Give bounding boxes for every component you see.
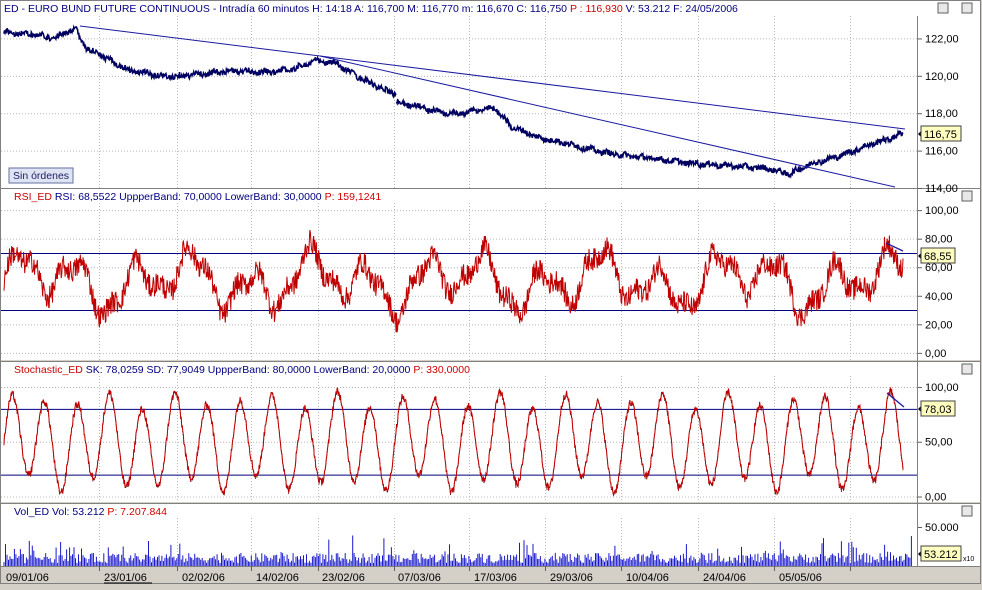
rsi-panel-bg (1, 203, 917, 360)
date-axis-bg (1, 567, 917, 584)
rsi-header-extra: P: 159,1241 (325, 191, 382, 203)
stochastic-panel-bg (1, 376, 917, 502)
orders-badge[interactable]: Sin órdenes (8, 167, 74, 184)
price-header-name: EURO BUND FUTURE CONTINUOUS (28, 3, 210, 15)
date-axis-label: 23/02/06 (322, 572, 365, 584)
price-panel-controls (937, 2, 973, 14)
rsi-trend-mark (885, 242, 904, 252)
price-header-voldate: V: 53.212 F: 24/05/2006 (626, 3, 738, 15)
rsi-series-line (3, 229, 904, 333)
rsi-header: RSI_ED RSI: 68,5522 UppperBand: 70,0000 … (14, 191, 381, 203)
price-last-value: 116,75 (918, 125, 962, 142)
volume-header-stats: Vol: 53.212 (52, 506, 105, 518)
price-header: ED - EURO BUND FUTURE CONTINUOUS - Intra… (4, 3, 738, 15)
rsi-last-value-box (920, 247, 956, 264)
volume-header-bg (1, 504, 980, 518)
price-header-stats: H: 14:18 A: 116,700 M: 116,770 m: 116,67… (312, 3, 567, 15)
rsi-series-group (1, 229, 917, 333)
volume-header-extra: P: 7.207.844 (107, 506, 167, 518)
sto-series-group (1, 386, 917, 497)
price-panel-close-button[interactable] (961, 2, 973, 14)
price-axis-label: 120,00 (925, 71, 959, 83)
line-layer (1, 24, 917, 566)
stochastic-header-name: Stochastic_ED (14, 364, 83, 376)
sto-series-line (3, 386, 904, 496)
stochastic-last-value-label: 78,03 (924, 404, 952, 416)
rsi-axis-label: 40,00 (925, 291, 953, 303)
rsi-axis-label: 20,00 (925, 319, 953, 331)
stochastic-axis-label: 0,00 (925, 492, 946, 504)
rsi-axis-bg (918, 203, 980, 360)
volume-series-group (3, 535, 912, 566)
volume-header-name: Vol_ED (14, 506, 49, 518)
price-axis-label: 122,00 (925, 33, 959, 45)
rsi-axis-label: 80,00 (925, 234, 953, 246)
date-axis-label: 02/02/06 (182, 572, 225, 584)
stochastic-trend-mark (886, 392, 905, 408)
rsi-axis-label: 100,00 (925, 205, 959, 217)
stochastic-header-stats: SK: 78,0259 SD: 77,9049 UppperBand: 80,0… (86, 364, 411, 376)
stochastic-header: Stochastic_ED SK: 78,0259 SD: 77,9049 Up… (14, 364, 470, 376)
price-series-group (3, 24, 906, 188)
price-last-value-label: 116,75 (924, 129, 957, 141)
rsi-last-value: 68,55 (918, 247, 956, 264)
volume-header: Vol_ED Vol: 53.212 P: 7.207.844 (14, 506, 167, 518)
volume-last-value-label: 53.212 (924, 549, 958, 561)
price-last-value-box (920, 125, 962, 142)
date-axis-label: 29/03/06 (550, 572, 593, 584)
date-axis-label: 09/01/06 (6, 572, 49, 584)
stochastic-panel-close-button[interactable] (961, 363, 973, 375)
date-axis-label: 14/02/06 (256, 572, 299, 584)
volume-panel-close-button[interactable] (961, 505, 973, 517)
rsi-axis-label: 60,00 (925, 262, 953, 274)
rsi-axis-label: 0,00 (925, 348, 946, 360)
date-axis-label: 24/04/06 (703, 572, 746, 584)
price-axis-label: 118,00 (925, 108, 958, 120)
volume-axis-label: 50.000 (925, 522, 959, 534)
price-header-bg (1, 1, 980, 16)
trendline-2 (319, 55, 896, 188)
price-header-interval: Intradía 60 minutos (219, 3, 309, 15)
rsi-header-bg (1, 189, 980, 203)
rsi-panel-close-button[interactable] (961, 190, 973, 202)
price-axis-label: 114,00 (925, 183, 958, 195)
price-axis-bg (918, 16, 980, 188)
grid-layer (1, 16, 917, 566)
volume-multiplier: x10 (963, 556, 974, 563)
stochastic-last-value: 78,03 (918, 400, 956, 417)
stochastic-axis-label: 50,00 (925, 437, 953, 449)
orders-badge-label: Sin órdenes (13, 170, 69, 182)
date-axis-label: 07/03/06 (398, 572, 441, 584)
date-axis-label: 23/01/06 (104, 572, 147, 584)
stochastic-header-bg (1, 362, 980, 376)
date-axis-corner (918, 567, 980, 584)
volume-last-value-box (920, 545, 962, 562)
price-panel-bg (1, 16, 917, 188)
stochastic-axis-label: 100,00 (925, 382, 959, 394)
trendline-1 (79, 25, 906, 130)
axis-layer: 122,00 120,00 118,00 116,00 114,00 100,00 80,0… (6, 33, 974, 584)
stochastic-header-extra: P: 330,0000 (413, 364, 470, 376)
price-header-extra: P : 116,930 (570, 3, 623, 15)
date-axis-label: 17/03/06 (474, 572, 517, 584)
price-axis-label: 116,00 (925, 146, 958, 158)
volume-bars (3, 535, 912, 566)
stochastic-last-value-box (920, 400, 956, 417)
date-axis-label: 05/05/06 (779, 572, 822, 584)
stochastic-axis-bg (918, 376, 980, 502)
rsi-header-stats: RSI: 68,5522 UppperBand: 70,0000 LowerBa… (55, 191, 322, 203)
rsi-last-value-label: 68,55 (924, 251, 952, 263)
rsi-header-name: RSI_ED (14, 191, 52, 203)
price-panel-restore-button[interactable] (937, 2, 949, 14)
price-series-line (3, 24, 904, 179)
date-axis-label: 10/04/06 (626, 572, 669, 584)
price-header-symbol: ED (4, 3, 19, 15)
volume-last-value: 53.212 (918, 545, 962, 562)
